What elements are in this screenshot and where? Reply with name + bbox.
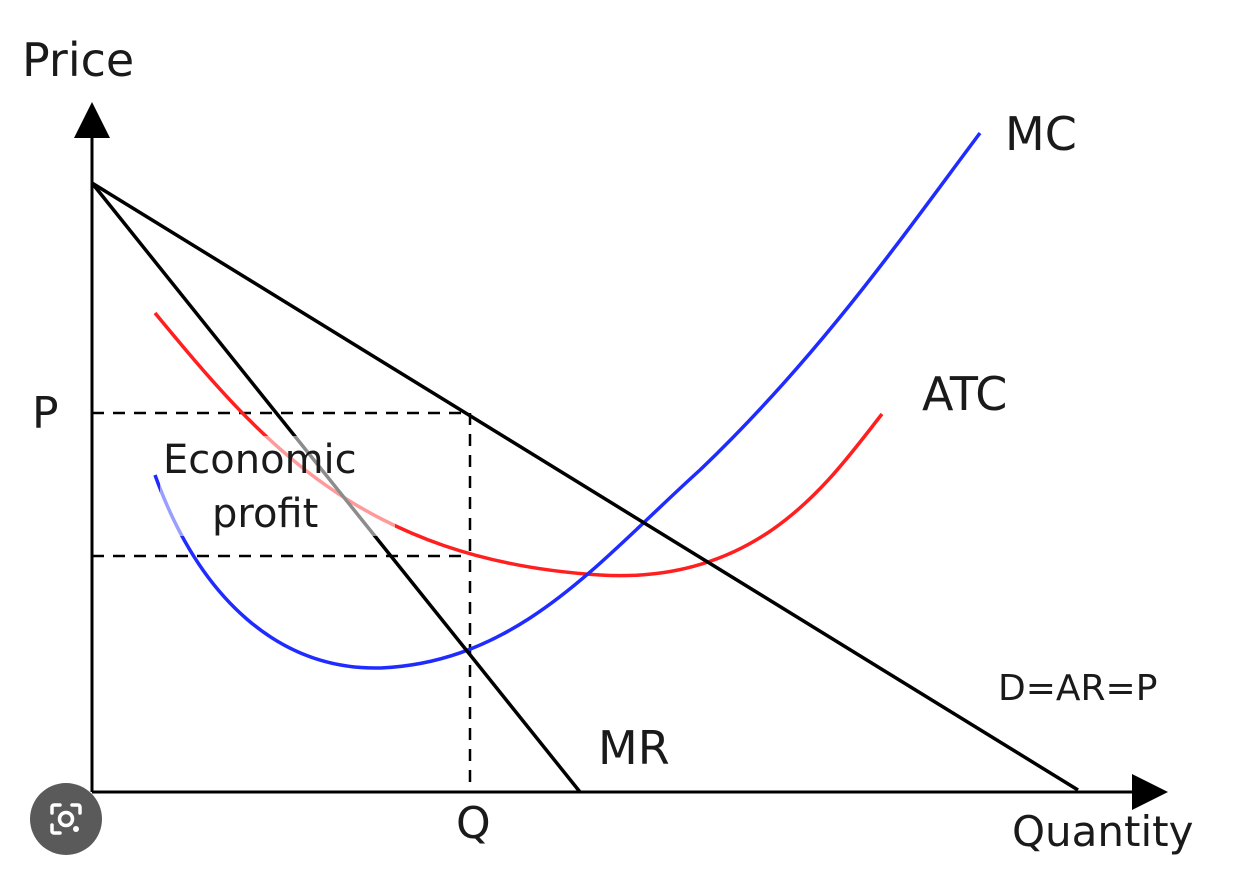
x-axis-label: Quantity — [1012, 807, 1194, 856]
google-lens-button[interactable] — [30, 783, 102, 855]
economic-profit-label-line1: Economic — [163, 437, 357, 483]
mr-label: MR — [598, 721, 670, 775]
atc-label: ATC — [922, 367, 1007, 421]
economic-profit-label-line2: profit — [212, 491, 318, 537]
quantity-tick-label: Q — [456, 798, 491, 849]
demand-curve — [91, 181, 1079, 792]
y-axis-label: Price — [22, 33, 134, 87]
atc-curve — [153, 311, 884, 578]
mc-label: MC — [1005, 107, 1077, 161]
demand-label: D=AR=P — [998, 668, 1157, 709]
google-lens-icon — [50, 803, 82, 835]
economic-profit-area — [160, 436, 395, 536]
mc-curve — [153, 131, 982, 670]
price-tick-label: P — [32, 388, 59, 439]
